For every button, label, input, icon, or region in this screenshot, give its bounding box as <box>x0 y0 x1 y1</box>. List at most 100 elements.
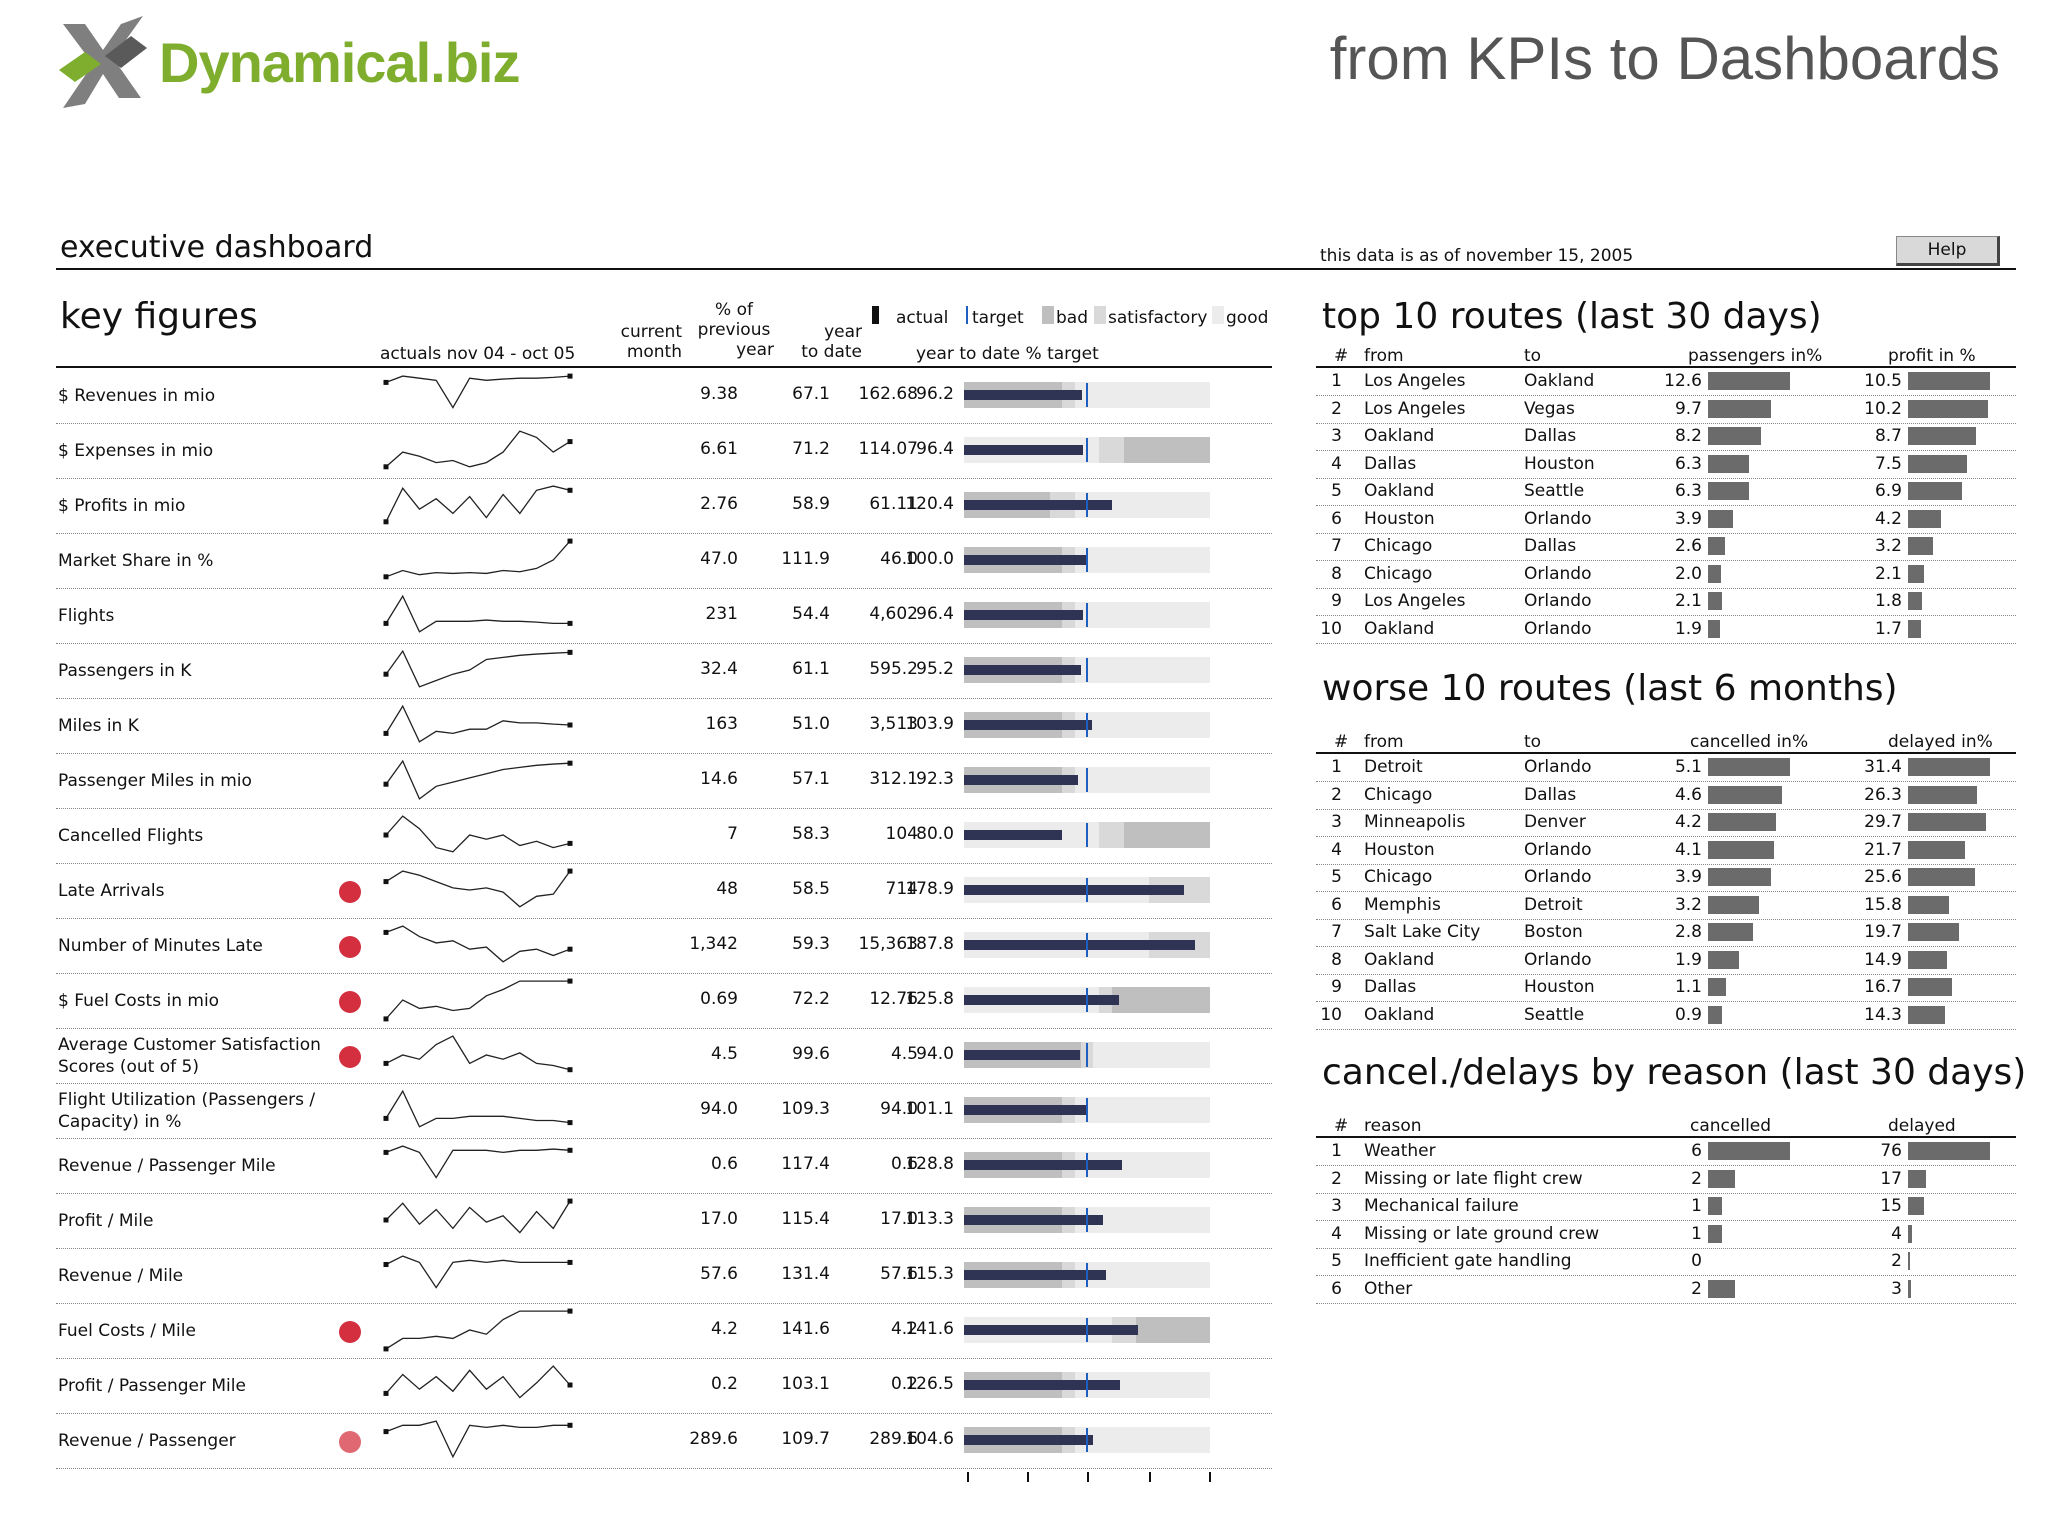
bad-band <box>1123 822 1210 848</box>
kpi-label: Profit / Passenger Mile <box>58 1375 246 1396</box>
reasons-col2-header: delayed <box>1888 1116 1956 1136</box>
value-prev: 58.3 <box>792 824 830 844</box>
table-row: Fuel Costs / Mile 4.2 141.6 4.2 141.6 <box>56 1303 1272 1359</box>
table-row: 2 Chicago Dallas 4.6 26.3 <box>1316 782 2016 810</box>
row-number: 1 <box>1331 757 1342 777</box>
from-cell: Los Angeles <box>1364 398 1466 419</box>
row-number: 6 <box>1331 508 1342 529</box>
header-divider <box>56 268 2016 270</box>
value-prev: 57.1 <box>792 769 830 789</box>
current-month-header: current month <box>600 322 682 362</box>
help-button[interactable]: Help <box>1896 236 2000 266</box>
table-row: 10 Oakland Orlando 1.9 1.7 <box>1316 616 2016 644</box>
value-pct: 100.0 <box>905 549 954 569</box>
value1-bar <box>1708 372 1790 390</box>
value2-bar <box>1908 1224 1913 1243</box>
sparkline <box>383 1035 573 1073</box>
top-routes-to-header: to <box>1524 346 1542 366</box>
table-row: 9 Los Angeles Orlando 2.1 1.8 <box>1316 588 2016 616</box>
to-cell: Orlando <box>1524 949 1592 970</box>
table-row: Passenger Miles in mio 14.6 57.1 312.1 92.3 <box>56 753 1272 809</box>
value2-bar <box>1908 564 1925 583</box>
actual-bar <box>964 1270 1106 1280</box>
value-current: 14.6 <box>700 769 738 789</box>
kpi-label: Flights <box>58 605 115 626</box>
table-row: 2 Missing or late flight crew 2 17 <box>1316 1166 2016 1194</box>
legend-actual-swatch <box>872 306 879 324</box>
target-marker <box>1086 1098 1088 1122</box>
sparkline-end-point <box>567 373 573 379</box>
value-pct: 126.5 <box>905 1374 954 1394</box>
value2-cell: 3 <box>1891 1278 1902 1299</box>
value-prev: 109.7 <box>781 1429 830 1449</box>
actual-bar <box>964 1215 1104 1225</box>
value-current: 4.5 <box>710 1044 738 1064</box>
sparkline-start-point <box>383 671 389 677</box>
kpi-label: Flight Utilization (Passengers / Capacit… <box>58 1089 316 1132</box>
value-prev: 71.2 <box>792 439 830 459</box>
target-marker <box>1086 933 1088 957</box>
sparkline <box>383 1198 573 1234</box>
reasons-reason-header: reason <box>1364 1116 1422 1136</box>
value-prev: 115.4 <box>781 1209 830 1229</box>
value2-bar <box>1908 1252 1911 1270</box>
sparkline <box>383 373 573 409</box>
actual-bar <box>964 1325 1139 1335</box>
value-pct: 101.1 <box>905 1099 954 1119</box>
to-cell: Dallas <box>1524 536 1577 556</box>
value-pct: 120.4 <box>905 494 954 514</box>
to-cell: Denver <box>1524 812 1586 832</box>
sparkline-start-point <box>383 730 389 736</box>
reason-cell: Other <box>1364 1278 1413 1299</box>
table-row: 2 Los Angeles Vegas 9.7 10.2 <box>1316 396 2016 424</box>
worse-routes-col2-header: delayed in% <box>1888 732 1993 752</box>
table-row: Late Arrivals 48 58.5 714 178.9 <box>56 863 1272 919</box>
to-cell: Orlando <box>1524 591 1592 611</box>
value-ytd: 46.0 <box>880 549 918 569</box>
value1-cell: 0 <box>1691 1251 1702 1271</box>
worse-routes-rule <box>1316 752 2016 754</box>
value1-cell: 5.1 <box>1674 757 1702 777</box>
sparkline-end-point <box>567 1198 573 1204</box>
sparkline <box>383 649 573 688</box>
value-pct: 96.2 <box>916 384 954 404</box>
sparkline-path <box>385 1255 570 1289</box>
to-cell: Dallas <box>1524 784 1577 805</box>
target-marker <box>1086 1153 1088 1177</box>
value2-cell: 8.7 <box>1874 426 1902 446</box>
value2-cell: 31.4 <box>1864 757 1902 777</box>
from-cell: Chicago <box>1364 867 1433 887</box>
sparkline-path <box>385 1089 571 1128</box>
sparkline-end-point <box>567 760 573 766</box>
value2-bar <box>1908 619 1922 638</box>
bullet-graph <box>964 1097 1210 1123</box>
ytd-header-line1: year <box>824 322 862 342</box>
value1-cell: 3.9 <box>1674 867 1702 887</box>
bullet-graph <box>964 492 1210 518</box>
logo-text: Dynamical.biz <box>159 31 520 94</box>
bullet-axis <box>967 1472 1211 1482</box>
sparkline-end-point <box>567 1067 573 1073</box>
value2-bar <box>1908 537 1933 555</box>
value2-bar <box>1908 785 1977 804</box>
table-row: 4 Dallas Houston 6.3 7.5 <box>1316 451 2016 479</box>
actual-bar <box>964 1380 1120 1390</box>
value2-cell: 2 <box>1891 1251 1902 1271</box>
value-ytd: 94.0 <box>880 1099 918 1119</box>
kpi-label: $ Revenues in mio <box>58 385 216 406</box>
from-cell: Memphis <box>1364 894 1441 915</box>
to-cell: Seattle <box>1524 481 1585 501</box>
value2-bar <box>1908 950 1947 969</box>
from-cell: Oakland <box>1364 949 1435 970</box>
bullet-graph <box>964 1207 1210 1233</box>
value-ytd: 114.07 <box>858 439 918 459</box>
value1-cell: 2 <box>1691 1168 1702 1189</box>
value1-bar <box>1708 1197 1722 1215</box>
value1-cell: 1 <box>1691 1223 1702 1244</box>
value2-cell: 29.7 <box>1864 812 1902 832</box>
value-pct: 128.8 <box>905 1154 954 1174</box>
value-prev: 103.1 <box>781 1374 830 1394</box>
sparkline-start-point <box>383 1262 389 1267</box>
value2-cell: 14.3 <box>1864 1004 1902 1025</box>
sparkline-end-point <box>567 487 573 493</box>
